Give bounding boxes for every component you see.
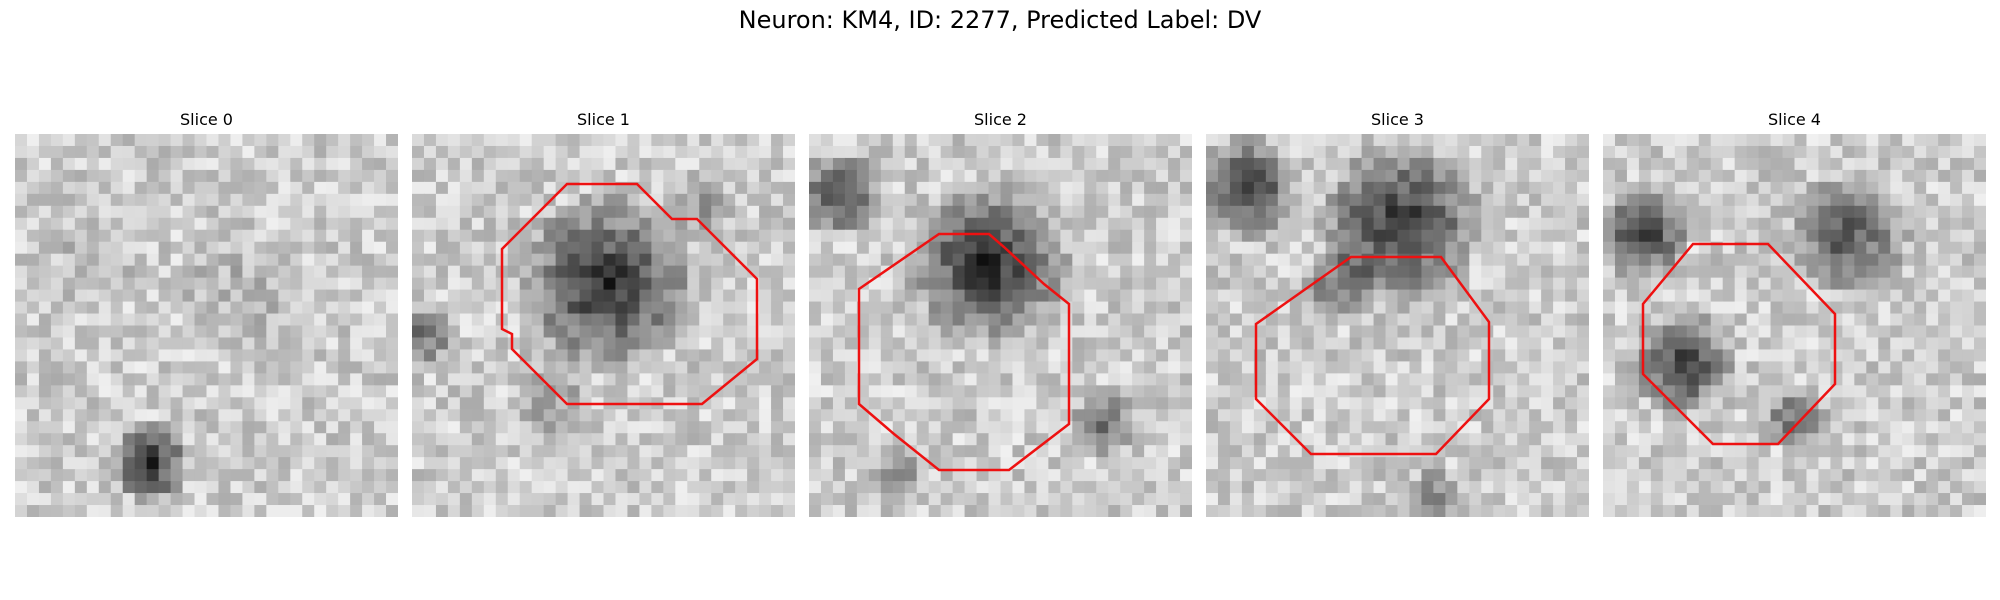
slice-panel-3: Slice 3	[1206, 108, 1589, 517]
slice-panel-1: Slice 1	[412, 108, 795, 517]
pixel-grid	[1603, 134, 1986, 517]
slice-image	[15, 134, 398, 517]
slice-title: Slice 3	[1371, 110, 1424, 129]
roi-contour	[857, 232, 1071, 472]
roi-contour	[1254, 255, 1491, 456]
slice-image	[1603, 134, 1986, 517]
slice-title: Slice 1	[577, 110, 630, 129]
slice-image	[809, 134, 1192, 517]
slice-panel-0: Slice 0	[15, 108, 398, 517]
pixel-grid	[1206, 134, 1589, 517]
pixel-grid	[809, 134, 1192, 517]
roi-contour	[500, 182, 759, 406]
pixel-grid	[15, 134, 398, 517]
pixel-grid	[412, 134, 795, 517]
slice-title: Slice 4	[1768, 110, 1821, 129]
slice-title: Slice 0	[180, 110, 233, 129]
slice-panel-4: Slice 4	[1603, 108, 1986, 517]
figure-title: Neuron: KM4, ID: 2277, Predicted Label: …	[738, 6, 1262, 34]
slice-image	[1206, 134, 1589, 517]
slice-image	[412, 134, 795, 517]
slice-title: Slice 2	[974, 110, 1027, 129]
roi-contour	[1641, 242, 1837, 446]
slice-panel-2: Slice 2	[809, 108, 1192, 517]
